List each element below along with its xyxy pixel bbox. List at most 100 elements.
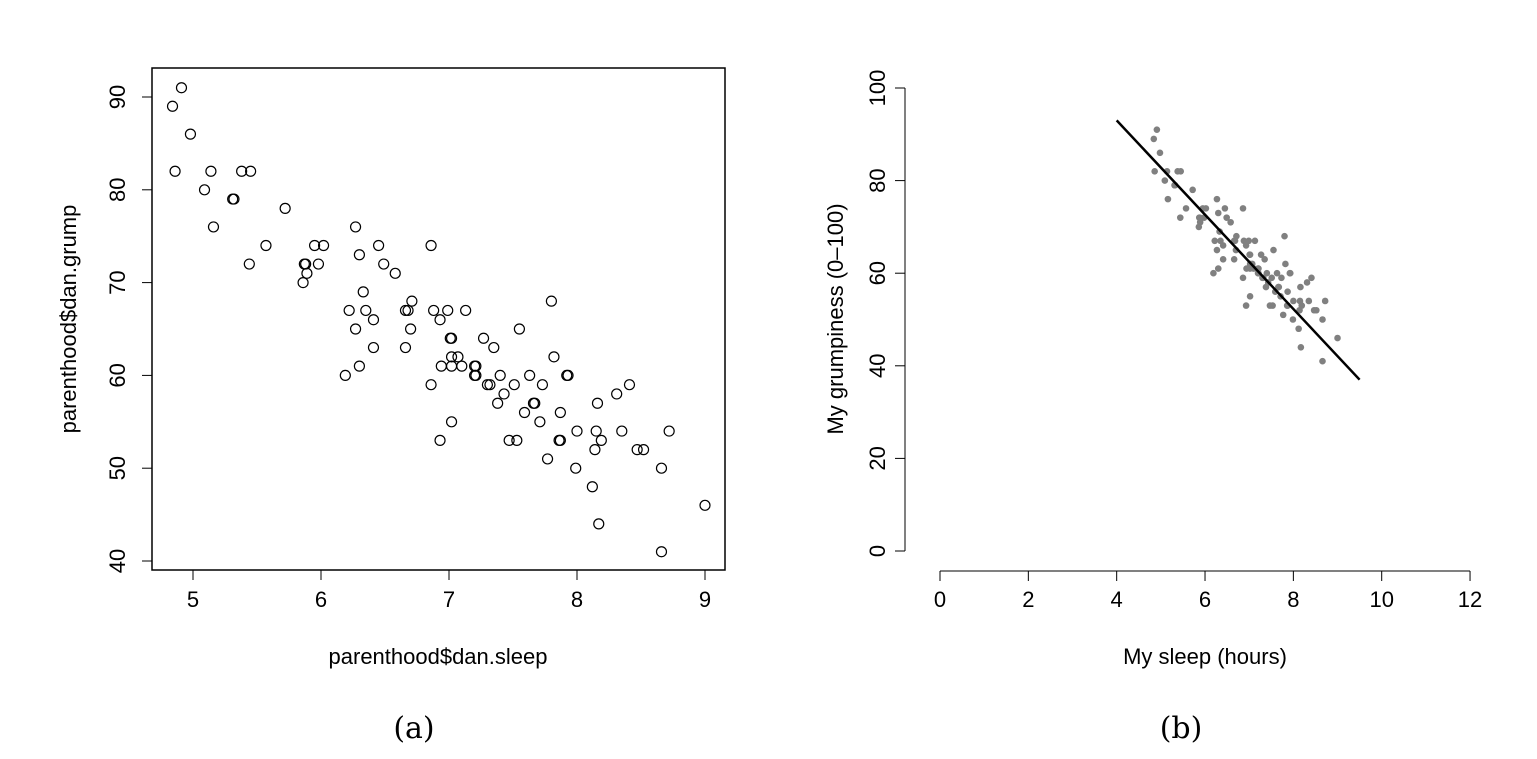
data-point — [1219, 242, 1227, 249]
data-point — [1176, 214, 1184, 221]
plot-a-y-tick-label: 80 — [105, 178, 130, 202]
plot-a-y-tick-label: 90 — [105, 85, 130, 109]
data-point — [637, 444, 650, 456]
data-point — [434, 314, 446, 326]
data-point — [456, 360, 468, 372]
data-point — [488, 341, 500, 354]
data-point — [1246, 293, 1254, 300]
data-point — [1305, 297, 1313, 305]
data-point — [425, 379, 437, 391]
data-point — [508, 379, 520, 391]
data-point — [1297, 343, 1305, 351]
data-point — [1297, 283, 1304, 291]
data-point — [1308, 274, 1315, 282]
data-point — [425, 239, 437, 252]
plot-a-x-tick-label: 5 — [187, 587, 199, 612]
plot-a-x-tick-label: 6 — [315, 587, 327, 612]
plot-a-box — [151, 67, 726, 571]
data-point — [589, 444, 601, 456]
data-point — [245, 165, 257, 177]
data-point — [1298, 302, 1306, 309]
plot-b-x-tick-label: 0 — [934, 587, 946, 612]
data-point — [1219, 256, 1227, 263]
data-point — [498, 388, 510, 400]
plot-a-x-tick-label: 9 — [699, 587, 711, 612]
plot-b-x-tick-label: 6 — [1199, 587, 1211, 612]
data-point — [353, 360, 365, 372]
data-point — [1239, 205, 1247, 212]
data-point — [452, 351, 464, 363]
data-point — [198, 184, 211, 196]
data-point — [445, 416, 458, 428]
data-point — [511, 434, 523, 446]
data-point — [260, 239, 272, 252]
data-point — [1214, 265, 1222, 272]
data-point — [1202, 205, 1210, 212]
plot-b-y-tick-label: 60 — [865, 261, 890, 285]
data-point — [442, 304, 454, 317]
data-point — [373, 239, 385, 252]
plot-b-x-tick-label: 8 — [1287, 587, 1299, 612]
data-point — [349, 221, 362, 233]
data-point — [1284, 288, 1291, 296]
plot-b-y-tick-label: 0 — [865, 545, 890, 557]
data-point — [1150, 135, 1158, 143]
data-point — [518, 406, 531, 419]
data-point — [406, 295, 418, 307]
data-point — [1223, 214, 1230, 221]
data-point — [477, 332, 490, 344]
data-point — [1221, 205, 1229, 212]
data-point — [1257, 251, 1265, 258]
data-point — [611, 388, 623, 400]
data-point — [389, 267, 401, 279]
data-point — [1313, 306, 1320, 314]
data-point — [1245, 237, 1253, 245]
data-point — [536, 379, 549, 391]
data-point — [655, 462, 668, 474]
plot-a-ylabel: parenthood$dan.grump — [56, 205, 81, 434]
data-point — [484, 379, 496, 391]
data-point — [1279, 311, 1287, 319]
caption-b: (b) — [1160, 711, 1203, 746]
data-point — [534, 416, 546, 428]
data-point — [1182, 205, 1190, 212]
data-point — [399, 341, 412, 354]
data-point — [655, 546, 668, 558]
data-point — [445, 360, 458, 372]
data-point — [1281, 232, 1288, 240]
data-point — [367, 341, 380, 354]
regression-line — [1115, 119, 1361, 381]
data-point — [591, 397, 604, 409]
plot-b-xlabel: My sleep (hours) — [1123, 644, 1287, 669]
data-point — [243, 258, 255, 270]
data-point — [360, 304, 372, 317]
data-point — [616, 425, 628, 437]
data-point — [1195, 223, 1203, 231]
data-point — [586, 481, 598, 493]
data-point — [1273, 269, 1281, 277]
data-point — [554, 434, 566, 446]
data-point — [166, 100, 179, 112]
data-point — [367, 314, 380, 326]
data-point — [1295, 325, 1302, 333]
data-point — [184, 128, 197, 140]
data-point — [1156, 149, 1164, 157]
data-point — [595, 434, 607, 446]
data-point — [1246, 251, 1254, 258]
data-point — [470, 369, 482, 381]
data-point — [435, 360, 447, 372]
plot-b-y-tick-label: 40 — [865, 354, 890, 378]
data-point — [1290, 297, 1297, 305]
data-point — [570, 462, 582, 474]
data-point — [524, 369, 536, 381]
data-point — [434, 434, 446, 446]
data-point — [492, 397, 504, 409]
plot-a-y-tick-label: 70 — [105, 270, 130, 294]
data-point — [571, 425, 583, 437]
data-point — [1211, 237, 1219, 245]
plot-b: 0 2 4 6 8 10 12 0 20 40 60 80 100 My sleep (hours) M… — [823, 70, 1482, 746]
data-point — [1275, 283, 1283, 291]
data-point — [312, 258, 325, 270]
data-point — [503, 434, 515, 446]
